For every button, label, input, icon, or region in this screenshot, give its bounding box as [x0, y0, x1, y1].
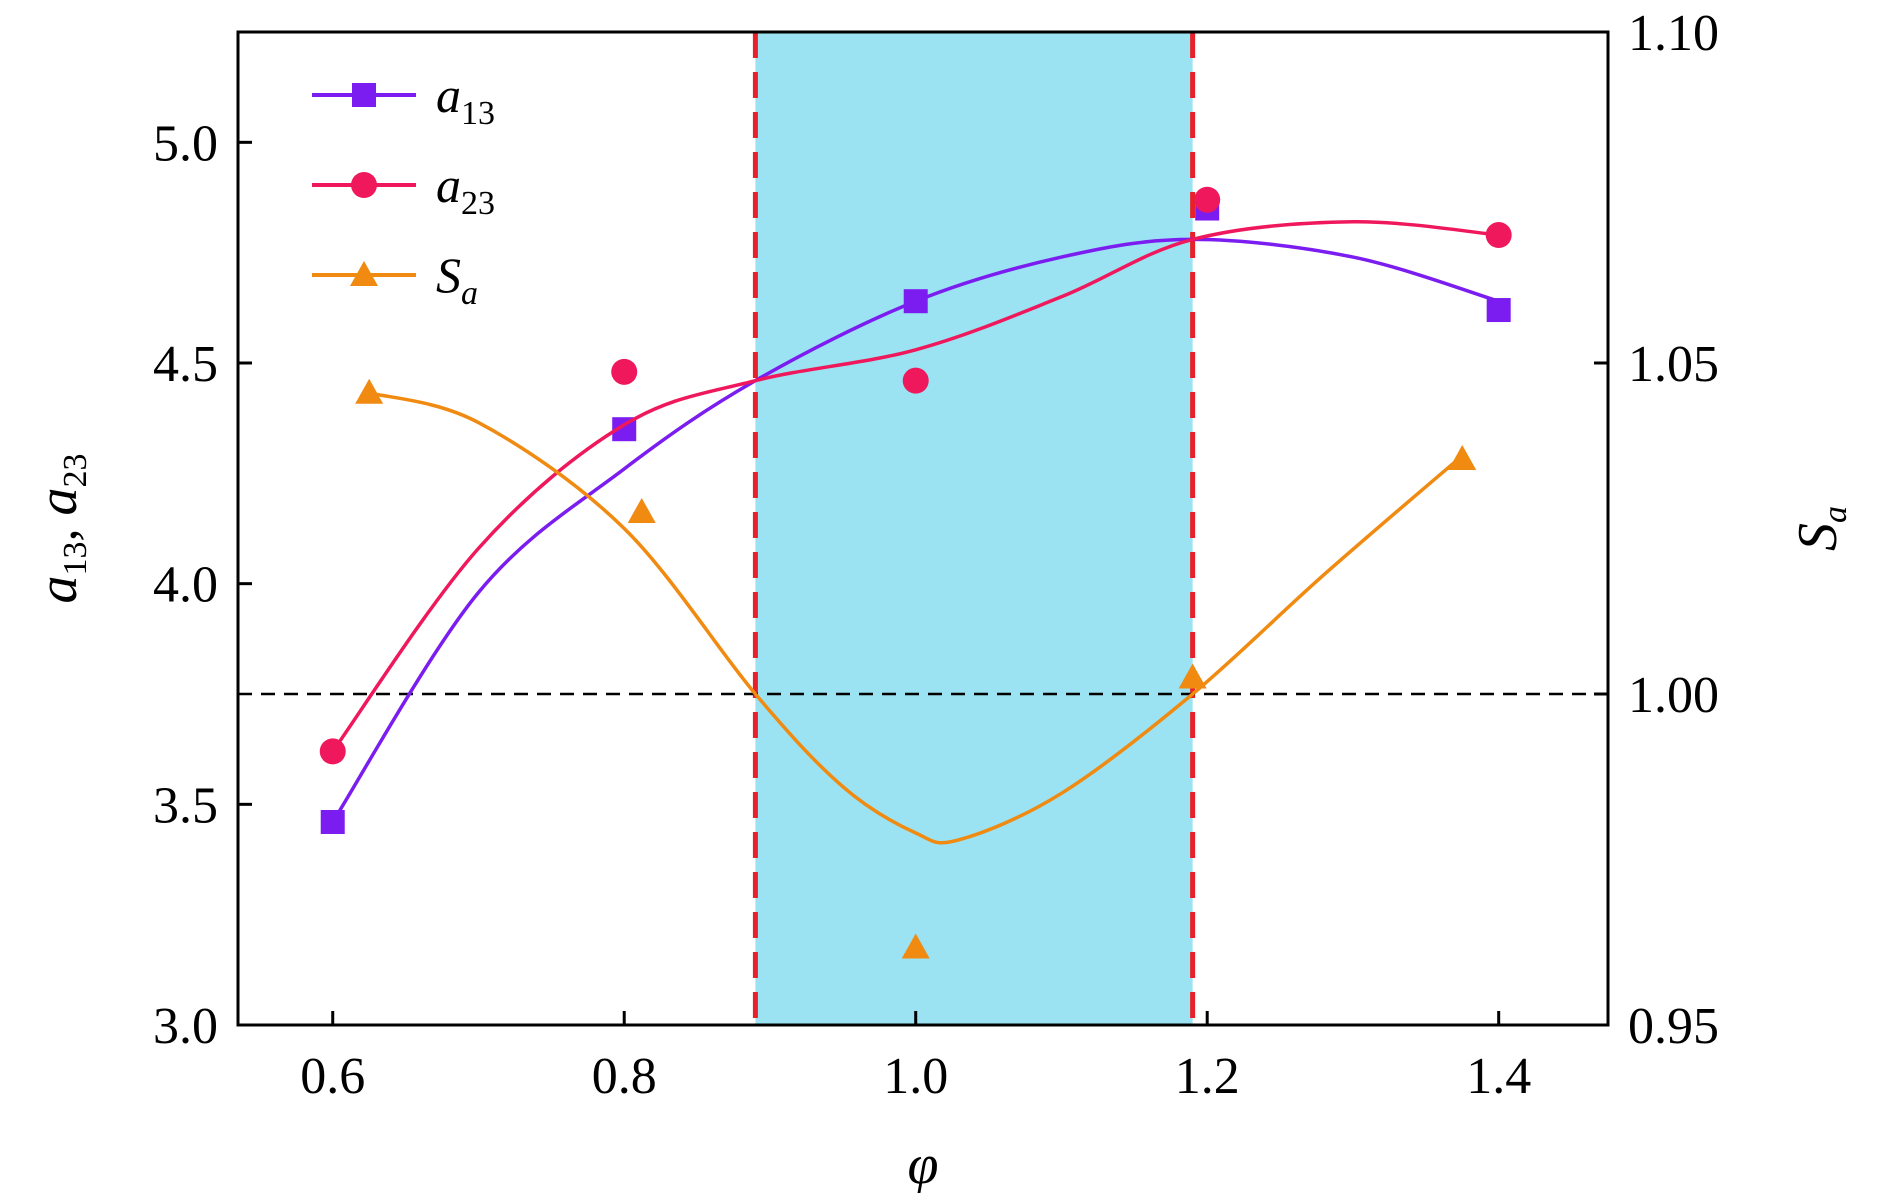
y-right-tick-label-3: 1.05 [1628, 336, 1719, 393]
series-line-a13 [331, 237, 1500, 823]
y-right-tick-label-1: 0.95 [1628, 998, 1719, 1055]
data-point-a23-3 [902, 367, 929, 394]
x-tick-label-1: 0.6 [300, 1048, 365, 1105]
shaded-region-layer [755, 32, 1193, 1025]
x-tick-label-2: 0.8 [592, 1048, 657, 1105]
y-right-tick-label-4: 1.10 [1628, 5, 1719, 62]
data-point-Sa-5 [1448, 444, 1477, 470]
data-point-a23-4 [1194, 186, 1221, 213]
y-left-tick-label-3: 4.0 [153, 557, 218, 614]
y-left-tick-label-1: 3.0 [153, 998, 218, 1055]
series-line-Sa [368, 391, 1464, 845]
y-axis-title-left: a13, a23 [27, 454, 94, 604]
y-right-tick-label-2: 1.00 [1628, 667, 1719, 724]
legend-label-Sa: Sa [436, 247, 478, 312]
data-point-Sa-4 [1178, 663, 1207, 689]
legend: a13 a23 Sa [312, 67, 495, 312]
legend-marker-a23 [351, 172, 377, 198]
data-point-Sa-3 [901, 933, 930, 959]
series-layer [319, 186, 1512, 959]
data-point-a13-5 [1486, 298, 1511, 323]
y-left-tick-label-4: 4.5 [153, 336, 218, 393]
x-tick-label-5: 1.4 [1466, 1048, 1531, 1105]
y-axis-title-right: Sa [1787, 506, 1854, 551]
legend-label-a23: a23 [436, 157, 495, 222]
data-point-Sa-2 [627, 497, 656, 523]
x-tick-label-4: 1.2 [1175, 1048, 1240, 1105]
series-a23 [319, 186, 1512, 765]
legend-label-a13: a13 [436, 67, 495, 132]
series-a13 [320, 196, 1511, 834]
data-point-a23-5 [1485, 222, 1512, 249]
plot-frame [236, 30, 1610, 1027]
data-point-Sa-1 [355, 378, 384, 404]
y-left-tick-label-2: 3.5 [153, 777, 218, 834]
legend-item-a13: a13 [312, 67, 495, 132]
series-line-a23 [331, 220, 1499, 753]
series-Sa [355, 378, 1477, 959]
x-tick-label-3: 1.0 [883, 1048, 948, 1105]
x-axis-title: φ [908, 1134, 939, 1193]
legend-marker-Sa [350, 261, 378, 286]
data-point-a13-3 [903, 289, 928, 314]
legend-item-a23: a23 [312, 157, 495, 222]
shaded-region [755, 32, 1193, 1025]
data-point-a13-1 [320, 809, 345, 834]
legend-marker-a13 [352, 83, 376, 107]
data-point-a23-2 [611, 358, 638, 385]
y-left-tick-label-5: 5.0 [153, 115, 218, 172]
legend-item-Sa: Sa [312, 247, 478, 312]
reference-lines [238, 32, 1608, 1025]
data-point-a23-1 [319, 738, 346, 765]
axes: 0.6 0.8 1.0 1.2 1.4 3.0 3.5 4.0 4.5 5.0 0.95 1.00 1.… [27, 5, 1854, 1193]
